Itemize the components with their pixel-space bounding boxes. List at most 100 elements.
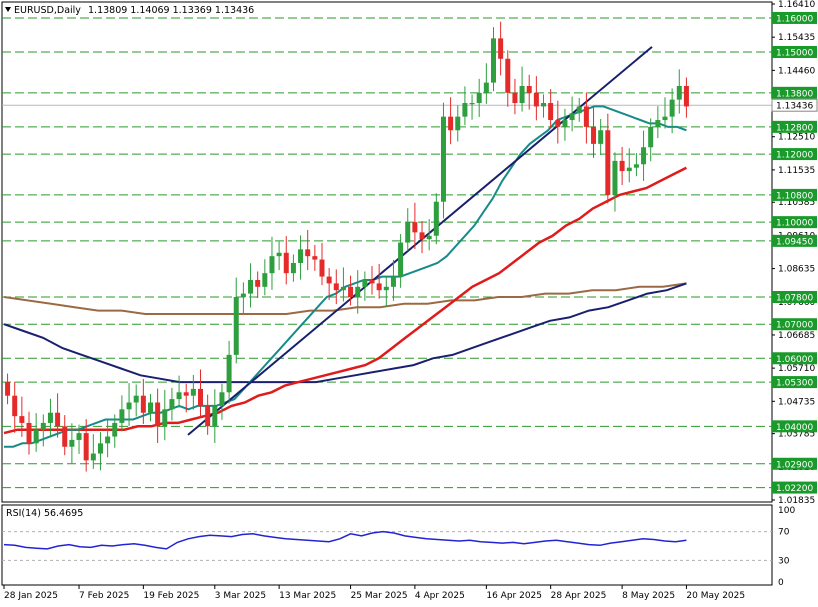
candle-bull <box>47 412 53 423</box>
candle-bear <box>448 116 454 131</box>
symbol-title: EURUSD,Daily <box>14 5 81 16</box>
candle-bull <box>190 388 196 396</box>
candle-bull <box>105 436 111 444</box>
candle-bear <box>605 130 611 195</box>
candle-bull <box>298 249 304 263</box>
candle-bull <box>112 422 118 437</box>
time-tick-label: 7 Feb 2025 <box>79 591 129 601</box>
candle-bear <box>505 58 511 93</box>
level-badge <box>772 188 817 201</box>
level-badge <box>772 120 817 133</box>
level-badge <box>772 457 817 470</box>
price-pane-frame <box>1 1 773 503</box>
candle-bull <box>226 354 232 393</box>
candle-bull <box>33 429 39 444</box>
current-price-badge <box>771 98 818 112</box>
candle-bear <box>198 388 204 406</box>
price-tick-label: 1.12510 <box>778 133 815 143</box>
time-tick-label: 28 Apr 2025 <box>551 591 607 601</box>
candle-bull <box>612 160 618 195</box>
candle-bear <box>12 395 18 417</box>
candle-bear <box>26 422 32 444</box>
price-tick-label: 1.03785 <box>778 430 815 440</box>
candle-bull <box>541 103 547 107</box>
candle-bull <box>383 286 389 291</box>
candle-bear <box>19 416 25 423</box>
candle-bear <box>591 126 597 144</box>
candle-bull <box>126 402 132 410</box>
candle-bull <box>355 286 361 298</box>
candle-bull <box>483 82 489 93</box>
level-badge-label: 1.12800 <box>776 123 813 133</box>
price-tick-label: 1.10585 <box>778 198 815 208</box>
candle-bear <box>548 103 554 121</box>
time-tick-label: 4 Apr 2025 <box>415 591 465 601</box>
level-badge <box>772 420 817 433</box>
candle-bull <box>426 235 432 240</box>
rsi-axis-label: 100 <box>778 506 795 516</box>
candle-bear <box>319 259 325 277</box>
level-badge <box>772 318 817 331</box>
candle-bull <box>276 252 282 257</box>
candle-bear <box>5 382 11 396</box>
candle-bull <box>212 405 218 427</box>
rsi-pane-frame <box>1 504 773 586</box>
price-tick-label: 1.16410 <box>778 0 815 10</box>
candle-bull <box>455 116 461 131</box>
time-tick-label: 3 Mar 2025 <box>215 591 266 601</box>
level-badge-label: 1.05300 <box>776 379 813 389</box>
collapse-arrow-icon[interactable] <box>5 7 11 12</box>
candle-bear <box>155 402 161 427</box>
level-badge <box>772 45 817 58</box>
candle-bull <box>248 279 254 294</box>
candle-bear <box>683 86 689 107</box>
candle-bull <box>147 402 153 413</box>
candle-bull <box>519 86 525 104</box>
sma100-line <box>3 282 687 384</box>
sma20-line <box>4 105 687 448</box>
candle-bull <box>119 409 125 423</box>
candle-bear <box>555 120 561 127</box>
candle-bull <box>176 392 182 400</box>
level-badge-label: 1.12000 <box>776 151 813 161</box>
candle-bull <box>469 103 475 105</box>
candle-bear <box>62 426 68 447</box>
candle-bull <box>633 164 639 168</box>
level-badge-label: 1.09450 <box>776 237 813 247</box>
price-tick-label: 1.04735 <box>778 397 815 407</box>
candle-bull <box>641 147 647 165</box>
candle-bear <box>205 405 211 427</box>
rising-trendline <box>187 46 653 436</box>
price-axis: 1.16410 1.15435 1.14460 1.13436 1.12510 1.115… <box>771 0 818 506</box>
candle-bear <box>533 92 539 107</box>
price-tick-label: 1.14460 <box>778 66 815 76</box>
price-tick-label: 1.15435 <box>778 33 815 43</box>
candle-bull <box>340 286 346 291</box>
candle-bull <box>598 130 604 144</box>
candle-bull <box>576 106 582 114</box>
time-tick-label: 19 Feb 2025 <box>143 591 199 601</box>
level-badge-label: 1.16000 <box>776 14 813 24</box>
candle-bull <box>662 116 668 121</box>
rsi-line <box>3 530 687 550</box>
candle-bear <box>498 38 504 59</box>
candle-bull <box>233 297 239 355</box>
candle-bull <box>676 86 682 100</box>
level-badge <box>772 234 817 247</box>
level-badge <box>772 11 817 24</box>
candle-bear <box>348 286 354 298</box>
candle-bull <box>648 126 654 148</box>
candle-bull <box>69 439 75 447</box>
candle-bull <box>669 99 675 117</box>
price-tick-label: 1.05710 <box>778 364 815 374</box>
level-badge <box>772 86 817 99</box>
level-badge <box>772 376 817 389</box>
horizontal-levels <box>2 17 772 489</box>
level-badge-label: 1.15000 <box>776 48 813 58</box>
level-badge-label: 1.02900 <box>776 460 813 470</box>
level-badge <box>772 216 817 229</box>
level-badge-label: 1.13800 <box>776 89 813 99</box>
current-price-label: 1.13436 <box>776 102 813 112</box>
price-tick-label: 1.01835 <box>778 496 815 506</box>
